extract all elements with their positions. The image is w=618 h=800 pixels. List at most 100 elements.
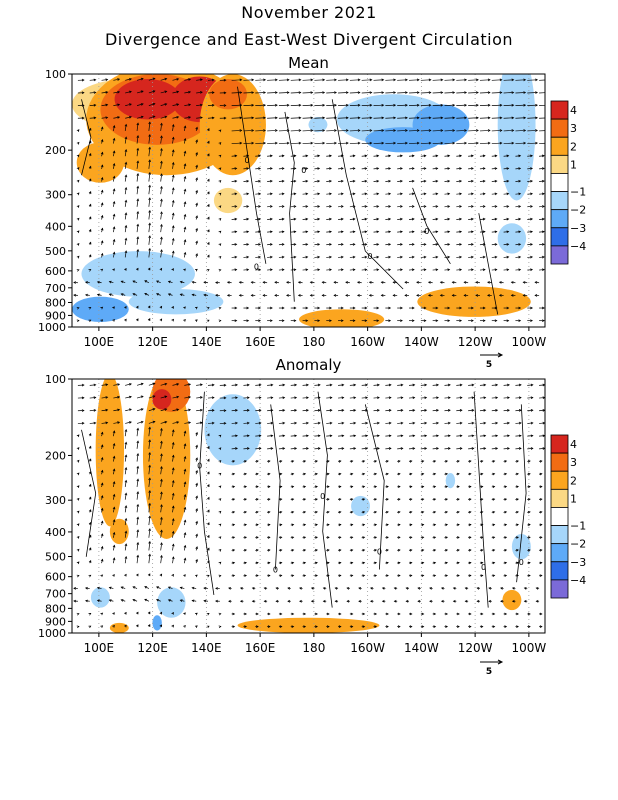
wind-vector-head: [232, 612, 236, 616]
wind-vector-head: [527, 510, 531, 514]
wind-vector-head: [400, 409, 404, 412]
wind-vector: [113, 545, 115, 551]
wind-vector-head: [258, 167, 262, 170]
wind-vector-head: [358, 587, 362, 590]
figure-title: November 2021: [241, 3, 377, 22]
wind-vector-head: [294, 434, 298, 438]
wind-vector-head: [500, 587, 504, 590]
wind-vector: [196, 396, 203, 399]
wind-vector: [124, 556, 127, 564]
wind-vector-head: [305, 268, 309, 272]
wind-vector-head: [350, 460, 354, 463]
wind-vector-head: [416, 141, 420, 145]
wind-vector: [144, 598, 150, 602]
wind-vector-head: [88, 165, 92, 169]
wind-vector: [172, 531, 174, 538]
wind-vector-head: [263, 599, 267, 603]
wind-vector-head: [492, 485, 496, 489]
wind-vector-head: [409, 510, 413, 514]
wind-vector: [349, 435, 356, 437]
wind-vector-head: [148, 247, 152, 251]
wind-vector-head: [140, 90, 144, 94]
wind-vector: [326, 168, 332, 170]
wind-vector-head: [492, 574, 496, 578]
wind-vector-head: [329, 154, 332, 158]
wind-vector-head: [279, 498, 283, 501]
wind-vector-head: [194, 625, 198, 629]
wind-vector-head: [326, 574, 330, 578]
wind-vector-head: [128, 77, 132, 81]
wind-vector: [338, 180, 344, 182]
wind-vector-head: [376, 217, 380, 221]
wind-vector-head: [183, 175, 187, 179]
wind-vector-head: [160, 491, 163, 495]
shading-region: [237, 617, 380, 633]
wind-vector-head: [364, 154, 368, 158]
wind-vector-head: [93, 103, 97, 107]
wind-vector-head: [160, 160, 163, 164]
wind-vector-head: [176, 395, 180, 399]
wind-vector-head: [164, 395, 168, 399]
contour-line: [237, 86, 267, 264]
wind-vector-head: [487, 141, 491, 145]
wind-vector: [124, 442, 127, 449]
wind-vector: [136, 78, 144, 81]
wind-vector-head: [279, 485, 283, 489]
wind-vector-head: [112, 531, 116, 535]
wind-vector-head: [506, 179, 510, 183]
wind-vector-head: [144, 280, 148, 283]
wind-vector: [385, 205, 391, 208]
wind-vector: [444, 104, 455, 106]
wind-vector: [408, 435, 415, 437]
wind-vector: [491, 130, 502, 132]
wind-vector-head: [303, 498, 307, 501]
y-tick-label: 400: [45, 220, 66, 233]
wind-vector: [420, 205, 426, 208]
wind-vector-head: [445, 574, 449, 578]
wind-vector: [491, 180, 497, 182]
wind-vector-head: [376, 421, 380, 425]
wind-vector-head: [112, 188, 116, 192]
wind-vector-head: [218, 205, 222, 209]
wind-vector: [444, 130, 455, 132]
wind-vector-head: [530, 167, 533, 170]
wind-vector: [231, 142, 242, 144]
wind-vector-head: [218, 472, 222, 476]
wind-vector-head: [506, 230, 510, 234]
wind-vector-head: [499, 129, 503, 132]
wind-vector-head: [293, 255, 297, 259]
wind-vector: [491, 231, 497, 233]
wind-vector-head: [535, 116, 538, 120]
wind-vector: [468, 256, 474, 258]
wind-vector-head: [267, 510, 271, 514]
wind-vector: [136, 90, 144, 94]
wind-vector: [527, 92, 538, 94]
wind-vector: [172, 238, 174, 245]
wind-vector: [255, 92, 266, 94]
wind-vector: [243, 117, 254, 119]
wind-vector-head: [405, 599, 409, 603]
shading-region: [90, 587, 110, 608]
wind-vector-head: [215, 599, 218, 603]
wind-vector-head: [305, 205, 309, 208]
wind-vector-head: [329, 205, 332, 208]
wind-vector-head: [518, 421, 522, 425]
wind-vector-head: [239, 129, 243, 132]
wind-vector-head: [148, 133, 152, 137]
wind-vector-head: [329, 409, 333, 412]
wind-vector-head: [357, 141, 361, 145]
wind-vector-head: [279, 472, 283, 476]
wind-vector-head: [88, 153, 92, 156]
wind-vector: [491, 168, 497, 170]
wind-vector-head: [409, 625, 413, 629]
wind-vector-head: [459, 268, 463, 272]
wind-vector-head: [358, 599, 362, 603]
wind-vector-head: [329, 255, 332, 259]
wind-vector: [444, 231, 450, 233]
wind-vector-head: [269, 255, 273, 259]
wind-vector: [243, 193, 249, 195]
wind-vector-head: [76, 574, 80, 578]
wind-vector-head: [518, 205, 522, 208]
wind-vector-head: [267, 523, 271, 527]
wind-vector: [278, 269, 284, 271]
